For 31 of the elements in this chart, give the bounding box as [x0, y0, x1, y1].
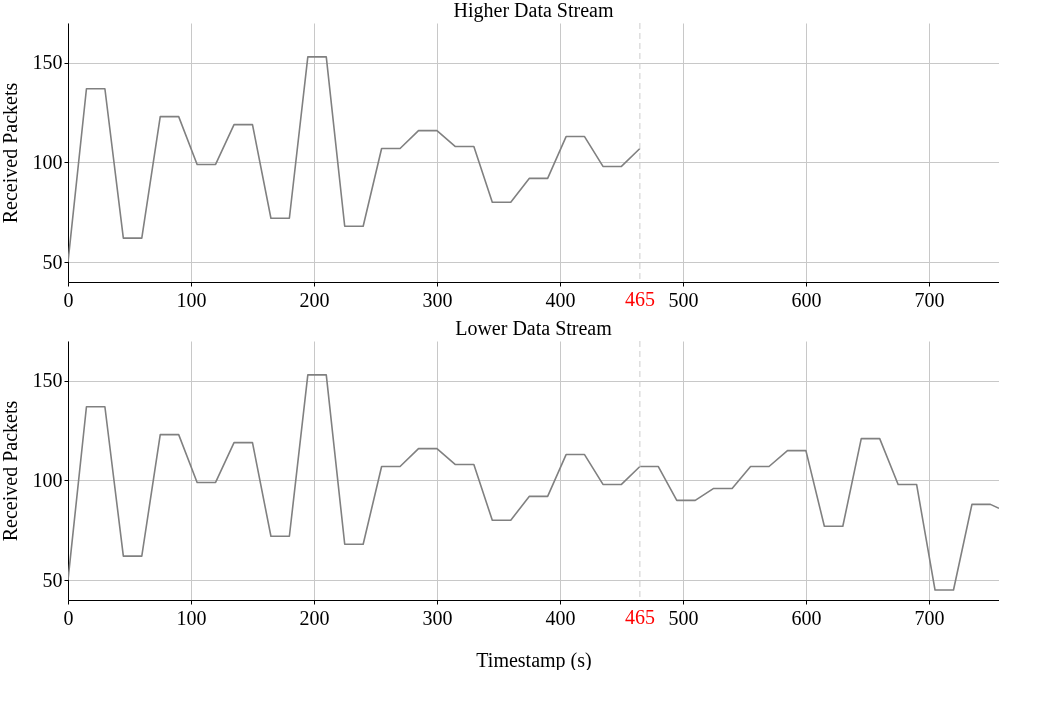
y-tick-label: 50 [42, 250, 63, 273]
x-tick-label: 200 [299, 606, 330, 629]
x-tick-label: 600 [791, 606, 822, 629]
y-tick-label: 150 [32, 51, 63, 74]
y-axis-title: Received Packets [0, 82, 21, 224]
y-tick-label: 150 [32, 369, 63, 392]
x-tick-label: 700 [914, 288, 945, 311]
x-tick-label: 600 [791, 288, 822, 311]
y-axis-title: Received Packets [0, 400, 21, 542]
line-series [68, 374, 999, 591]
y-tick-label: 100 [32, 468, 63, 491]
x-tick-label: 100 [176, 288, 207, 311]
ref-line-label: 465 [624, 288, 655, 310]
x-tick-label: 300 [422, 606, 453, 629]
chart-title: Higher Data Stream [453, 0, 614, 22]
ref-line-label: 465 [624, 606, 655, 628]
x-tick-label: 500 [668, 606, 699, 629]
x-tick-label: 200 [299, 288, 330, 311]
x-tick-label: 700 [914, 606, 945, 629]
x-tick-label: 300 [422, 288, 453, 311]
x-tick-label: 400 [545, 288, 576, 311]
chart-title: Lower Data Stream [455, 316, 613, 339]
y-tick-label: 100 [32, 150, 63, 173]
line-series [68, 56, 641, 263]
x-tick-label: 400 [545, 606, 576, 629]
x-tick-label: 0 [63, 606, 74, 629]
x-tick-label: 500 [668, 288, 699, 311]
x-axis-title: Timestamp (s) [476, 648, 592, 672]
x-tick-label: 100 [176, 606, 207, 629]
y-tick-label: 50 [42, 568, 63, 591]
x-tick-label: 0 [63, 288, 74, 311]
